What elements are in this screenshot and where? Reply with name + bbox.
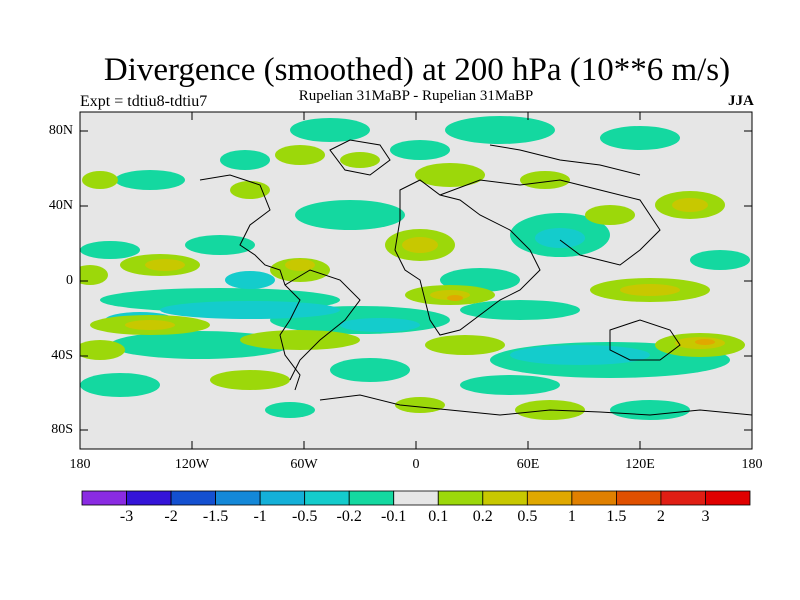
coastlines: [199, 139, 752, 416]
colorbar-label: -0.1: [381, 508, 407, 525]
colorbar-label: -0.2: [336, 508, 362, 525]
season-label: JJA: [728, 93, 754, 109]
lat-label-80s: 80S: [51, 422, 73, 437]
colorbar-swatch: [348, 490, 395, 506]
colorbar-label: 3: [701, 508, 710, 525]
colorbar-label: -3: [119, 508, 134, 525]
colorbar-swatch: [304, 490, 350, 506]
colorbar-label: -1.5: [202, 508, 229, 525]
plot-title: Divergence (smoothed) at 200 hPa (10**6 …: [103, 52, 731, 88]
colorbar: [81, 490, 751, 506]
lon-label-180e: 180: [741, 457, 763, 472]
lon-label-60e: 60E: [516, 457, 540, 472]
colorbar-swatch: [616, 490, 662, 506]
colorbar-swatch: [526, 490, 573, 506]
colorbar-label: 1: [567, 508, 576, 525]
experiment-label: Expt = tdtiu8-tdtiu7: [80, 93, 208, 110]
colorbar-swatch: [170, 490, 216, 506]
lon-label-60w: 60W: [290, 457, 318, 472]
lat-label-40n: 40N: [48, 198, 73, 213]
colorbar-swatch: [660, 490, 706, 506]
divergence-field: [80, 116, 752, 420]
colorbar-swatch: [482, 490, 528, 506]
colorbar-label: -2: [164, 508, 178, 525]
colorbar-label: 1.5: [606, 508, 627, 525]
subtitle: Rupelian 31MaBP - Rupelian 31MaBP: [298, 88, 534, 104]
colorbar-label: -0.5: [291, 508, 318, 525]
colorbar-label: 2: [656, 508, 665, 525]
colorbar-label: -1: [253, 508, 267, 525]
lat-label-80n: 80N: [48, 123, 73, 138]
colorbar-label: 0.5: [517, 508, 538, 525]
colorbar-swatch: [705, 490, 751, 506]
lat-ticks: [80, 130, 752, 431]
colorbar-swatch: [437, 490, 484, 506]
lon-label-120e: 120E: [625, 457, 655, 472]
colorbar-swatch: [81, 490, 127, 506]
colorbar-label: 0.1: [428, 508, 449, 525]
lat-label-40s: 40S: [51, 348, 73, 363]
colorbar-swatch: [393, 490, 439, 506]
colorbar-label: 0.2: [472, 508, 493, 525]
colorbar-swatch: [571, 490, 617, 506]
lon-label-180w: 180: [69, 457, 91, 472]
colorbar-swatch: [126, 490, 172, 506]
lat-label-0: 0: [66, 273, 73, 288]
lon-label-120w: 120W: [174, 457, 210, 472]
colorbar-swatch: [259, 490, 306, 506]
lon-ticks: [191, 112, 641, 449]
lon-label-0: 0: [412, 457, 420, 472]
colorbar-swatch: [215, 490, 261, 506]
